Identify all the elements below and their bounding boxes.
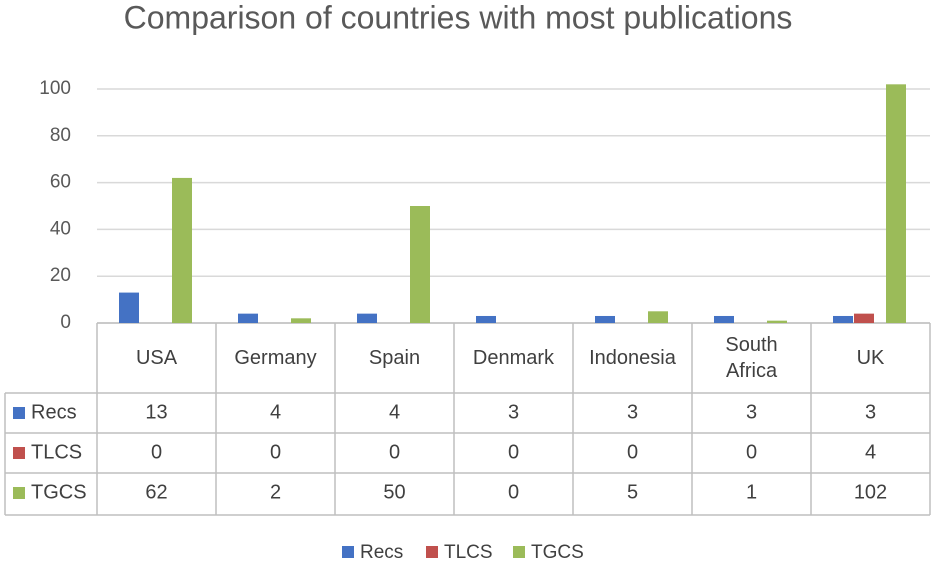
x-tick-label-box: UK <box>856 347 885 369</box>
x-tick-label: Spain <box>368 347 421 369</box>
table-value: 62 <box>145 481 167 503</box>
x-tick-label-box: Indonesia <box>589 347 676 369</box>
y-tick-label: 100 <box>39 78 71 99</box>
y-tick-label: 80 <box>50 125 71 146</box>
bar <box>172 177 192 323</box>
table-value: 102 <box>854 481 887 503</box>
legend-key <box>342 546 354 558</box>
table-value: 3 <box>508 401 519 423</box>
bar <box>238 313 258 323</box>
x-tick-label: USA <box>135 347 178 369</box>
table-value: 3 <box>627 401 638 423</box>
table-value: 3 <box>746 401 757 423</box>
table-value: 4 <box>865 441 876 463</box>
table-value: 2 <box>270 481 281 503</box>
table-value: 1 <box>746 481 757 503</box>
table-value: 50 <box>383 481 405 503</box>
table-legend-key <box>13 407 25 419</box>
y-tick-label: 60 <box>50 172 71 193</box>
bar <box>357 313 377 323</box>
legend-key <box>426 546 438 558</box>
bar <box>595 315 615 323</box>
legend-label: TLCS <box>444 542 493 563</box>
x-tick-label: Indonesia <box>589 347 676 369</box>
table-value: 0 <box>508 441 519 463</box>
x-tick-label: Germany <box>234 347 317 369</box>
table-row-header: Recs <box>31 401 77 423</box>
table-row-header: TGCS <box>31 481 87 503</box>
x-tick-label-box: USA <box>135 347 178 369</box>
bar <box>476 315 496 323</box>
y-tick-label: 20 <box>50 265 71 286</box>
bar <box>714 315 734 323</box>
bar <box>767 320 787 323</box>
table-value: 4 <box>270 401 281 423</box>
x-tick-label-box: Spain <box>368 347 421 369</box>
table-value: 0 <box>508 481 519 503</box>
legend-key <box>513 546 525 558</box>
bar <box>833 315 853 323</box>
table-value: 3 <box>865 401 876 423</box>
chart-title: Comparison of countries with most public… <box>124 0 793 35</box>
y-tick-label: 0 <box>60 312 71 333</box>
table-value: 0 <box>746 441 757 463</box>
table-row-header: TLCS <box>31 441 82 463</box>
x-tick-label-box: Denmark <box>472 347 555 369</box>
x-tick-label: South Africa <box>725 334 778 382</box>
legend-label: TGCS <box>531 542 584 563</box>
table-value: 0 <box>270 441 281 463</box>
bar <box>854 313 874 323</box>
legend-label: Recs <box>360 542 403 563</box>
x-tick-label: UK <box>856 347 885 369</box>
table-value: 0 <box>627 441 638 463</box>
x-tick-label-box: South Africa <box>725 334 778 382</box>
table-value: 5 <box>627 481 638 503</box>
x-tick-label-box: Germany <box>234 347 317 369</box>
table-value: 13 <box>145 401 167 423</box>
table-value: 0 <box>151 441 162 463</box>
table-legend-key <box>13 447 25 459</box>
y-tick-label: 40 <box>50 218 71 239</box>
bar <box>119 292 139 323</box>
table-value: 4 <box>389 401 400 423</box>
bar <box>410 206 430 323</box>
table-legend-key <box>13 487 25 499</box>
bar <box>291 318 311 323</box>
bar <box>648 311 668 323</box>
bar <box>886 84 906 323</box>
x-tick-label: Denmark <box>472 347 555 369</box>
table-value: 0 <box>389 441 400 463</box>
